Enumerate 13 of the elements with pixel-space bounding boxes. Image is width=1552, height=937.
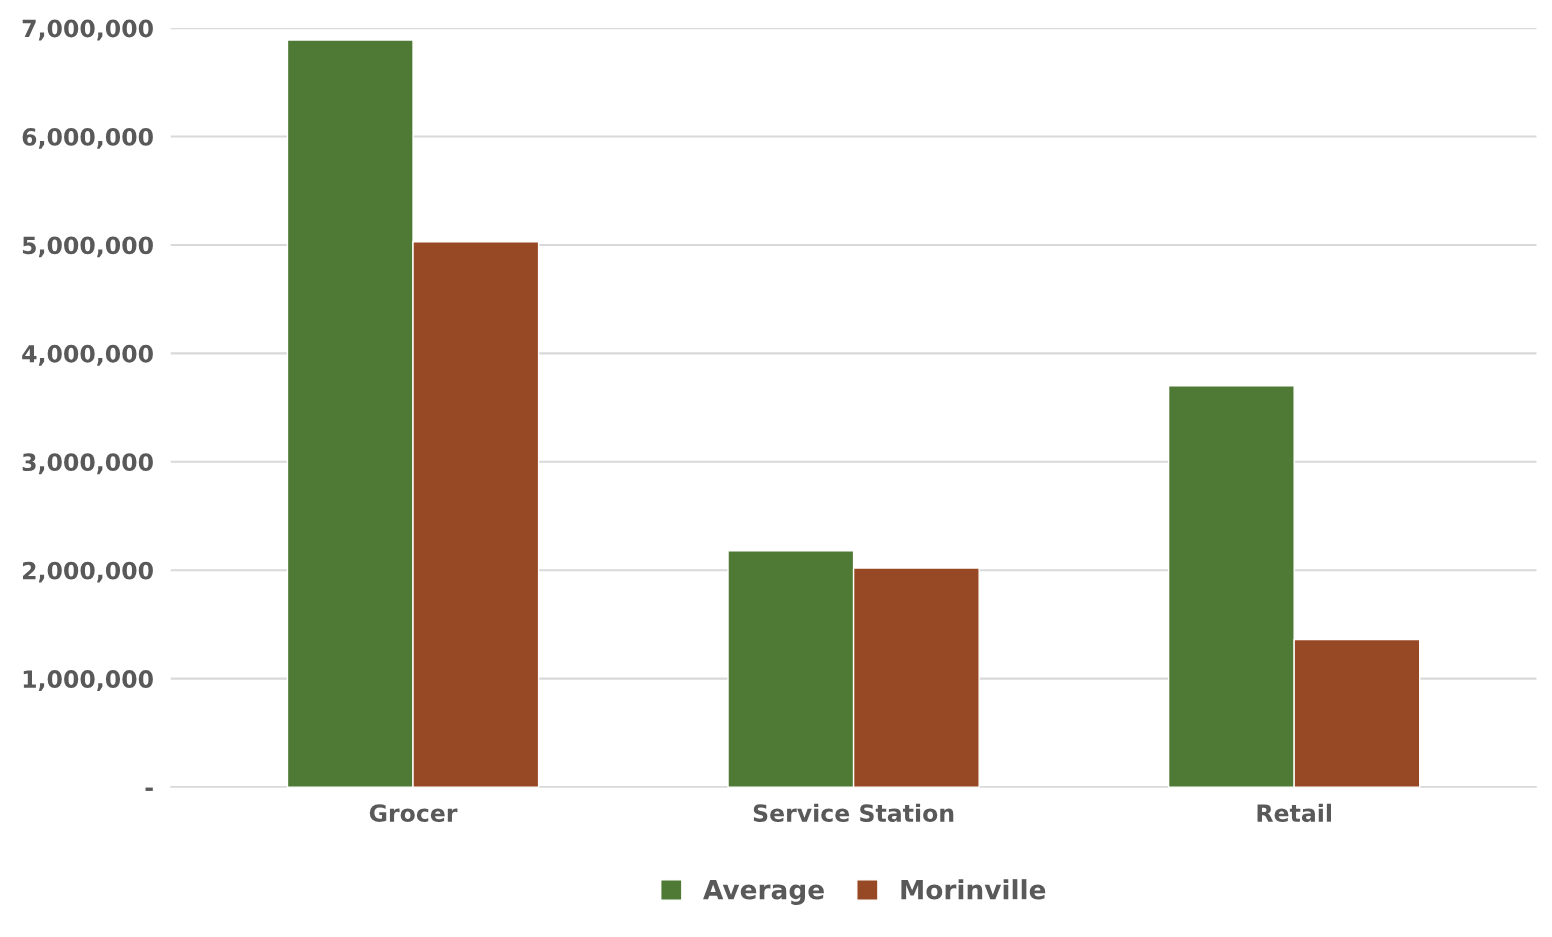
y-tick-label: 4,000,000 <box>22 344 153 366</box>
y-tick-label: 1,000,000 <box>23 670 153 691</box>
y-tick-label: - <box>145 787 153 791</box>
legend-label: Average <box>703 879 824 905</box>
y-tick-label: 6,000,000 <box>22 127 153 149</box>
y-tick-label: 5,000,000 <box>22 236 153 258</box>
x-tick-label: Grocer <box>369 804 458 823</box>
x-tick-label: Retail <box>1257 803 1331 823</box>
legend-label: Morinville <box>901 879 1046 900</box>
y-tick-label: 3,000,000 <box>22 453 153 475</box>
y-tick-label: 2,000,000 <box>22 561 153 583</box>
x-tick-label: Service Station <box>753 803 954 823</box>
y-tick-label: 7,000,000 <box>22 19 153 41</box>
